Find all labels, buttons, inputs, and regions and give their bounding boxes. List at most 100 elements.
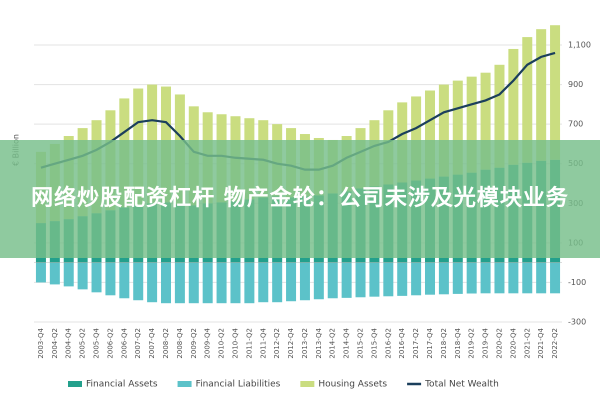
x-tick-label: 2019-Q2 <box>468 328 476 359</box>
bar <box>286 262 297 302</box>
bar <box>494 262 505 294</box>
x-tick-label: 2011-Q2 <box>245 328 253 359</box>
bar <box>522 262 533 294</box>
x-tick-label: 2015-Q2 <box>357 328 365 359</box>
x-tick-label: 2010-Q2 <box>218 328 226 359</box>
bar <box>438 84 449 177</box>
x-tick-label: 2020-Q4 <box>509 327 517 358</box>
x-tick-label: 2012-Q4 <box>287 327 295 358</box>
bar <box>355 262 366 298</box>
bar <box>466 76 477 173</box>
bar <box>327 262 338 299</box>
bar <box>411 96 422 181</box>
bar <box>424 90 436 179</box>
bar <box>536 262 547 294</box>
bar <box>480 262 491 294</box>
x-tick-label: 2017-Q2 <box>412 328 420 359</box>
bar <box>550 25 561 160</box>
bar <box>424 262 436 295</box>
y-tick-label: 1,100 <box>568 41 591 50</box>
x-tick-label: 2006-Q4 <box>120 327 128 358</box>
bar <box>494 64 505 168</box>
bar <box>160 262 172 304</box>
bar <box>383 262 394 297</box>
x-tick-label: 2019-Q4 <box>482 327 490 358</box>
legend-label: Financial Assets <box>86 380 158 390</box>
bar <box>508 48 519 165</box>
bar <box>133 262 144 301</box>
bar <box>438 262 449 295</box>
legend-swatch <box>68 381 82 387</box>
bar <box>105 262 116 296</box>
legend-swatch <box>177 381 192 387</box>
bar <box>452 80 463 175</box>
bar <box>411 262 422 296</box>
bar <box>341 262 352 298</box>
x-tick-label: 2014-Q2 <box>329 328 337 359</box>
x-tick-label: 2014-Q4 <box>343 327 351 358</box>
bar <box>369 262 380 297</box>
x-tick-label: 2004-Q2 <box>51 328 59 359</box>
bar <box>397 262 408 296</box>
x-tick-label: 2005-Q2 <box>79 328 87 359</box>
bar <box>536 29 547 161</box>
x-tick-label: 2005-Q4 <box>93 327 101 358</box>
x-tick-label: 2006-Q2 <box>106 328 114 359</box>
x-tick-label: 2013-Q2 <box>301 328 309 359</box>
bar <box>49 262 60 285</box>
x-tick-label: 2016-Q4 <box>398 327 406 358</box>
x-tick-label: 2018-Q4 <box>454 327 462 358</box>
x-tick-label: 2017-Q4 <box>426 327 434 358</box>
bar <box>63 262 74 287</box>
bar <box>202 262 213 304</box>
bar <box>91 262 102 293</box>
bar <box>258 262 269 303</box>
bar <box>522 37 533 163</box>
x-tick-label: 2003-Q4 <box>37 327 45 358</box>
x-tick-label: 2015-Q4 <box>370 327 378 358</box>
x-tick-label: 2018-Q2 <box>440 328 448 359</box>
legend-label: Total Net Wealth <box>424 380 499 390</box>
bar <box>272 262 283 303</box>
x-tick-label: 2010-Q4 <box>231 327 239 358</box>
x-tick-label: 2021-Q2 <box>523 328 531 359</box>
x-tick-label: 2008-Q4 <box>176 327 184 358</box>
y-tick-label: 900 <box>568 80 583 89</box>
x-tick-label: 2007-Q4 <box>148 327 156 358</box>
bar <box>216 262 227 304</box>
x-tick-label: 2012-Q2 <box>273 328 281 359</box>
bar <box>299 262 310 301</box>
bar <box>508 262 519 294</box>
bar <box>119 262 130 299</box>
legend-label: Housing Assets <box>318 380 387 390</box>
x-tick-label: 2016-Q2 <box>384 328 392 359</box>
bar <box>147 262 158 303</box>
x-tick-label: 2022-Q2 <box>551 328 559 359</box>
x-tick-label: 2013-Q4 <box>315 327 323 358</box>
bar <box>466 262 477 294</box>
bar <box>452 262 463 294</box>
x-tick-label: 2011-Q4 <box>259 327 267 358</box>
x-tick-label: 2007-Q2 <box>134 328 142 359</box>
x-tick-label: 2020-Q2 <box>495 328 503 359</box>
bar <box>188 262 199 304</box>
legend-label: Financial Liabilities <box>196 380 281 390</box>
bar <box>244 262 255 304</box>
banner: 网络炒股配资杠杆 物产金轮：公司未涉及光模块业务 <box>0 140 600 258</box>
bar <box>550 262 561 294</box>
bar <box>313 262 324 300</box>
bar <box>174 262 185 304</box>
x-tick-label: 2004-Q4 <box>65 327 73 358</box>
bar <box>77 262 88 290</box>
x-tick-label: 2021-Q4 <box>537 327 545 358</box>
legend-swatch <box>300 381 315 387</box>
y-tick-label: -300 <box>568 318 586 327</box>
bar <box>35 262 46 283</box>
bar <box>480 72 491 170</box>
y-tick-label: -100 <box>568 278 586 287</box>
x-tick-label: 2009-Q2 <box>190 328 198 359</box>
x-tick-label: 2009-Q4 <box>204 327 212 358</box>
y-tick-label: 700 <box>568 120 583 129</box>
bar <box>230 262 241 304</box>
